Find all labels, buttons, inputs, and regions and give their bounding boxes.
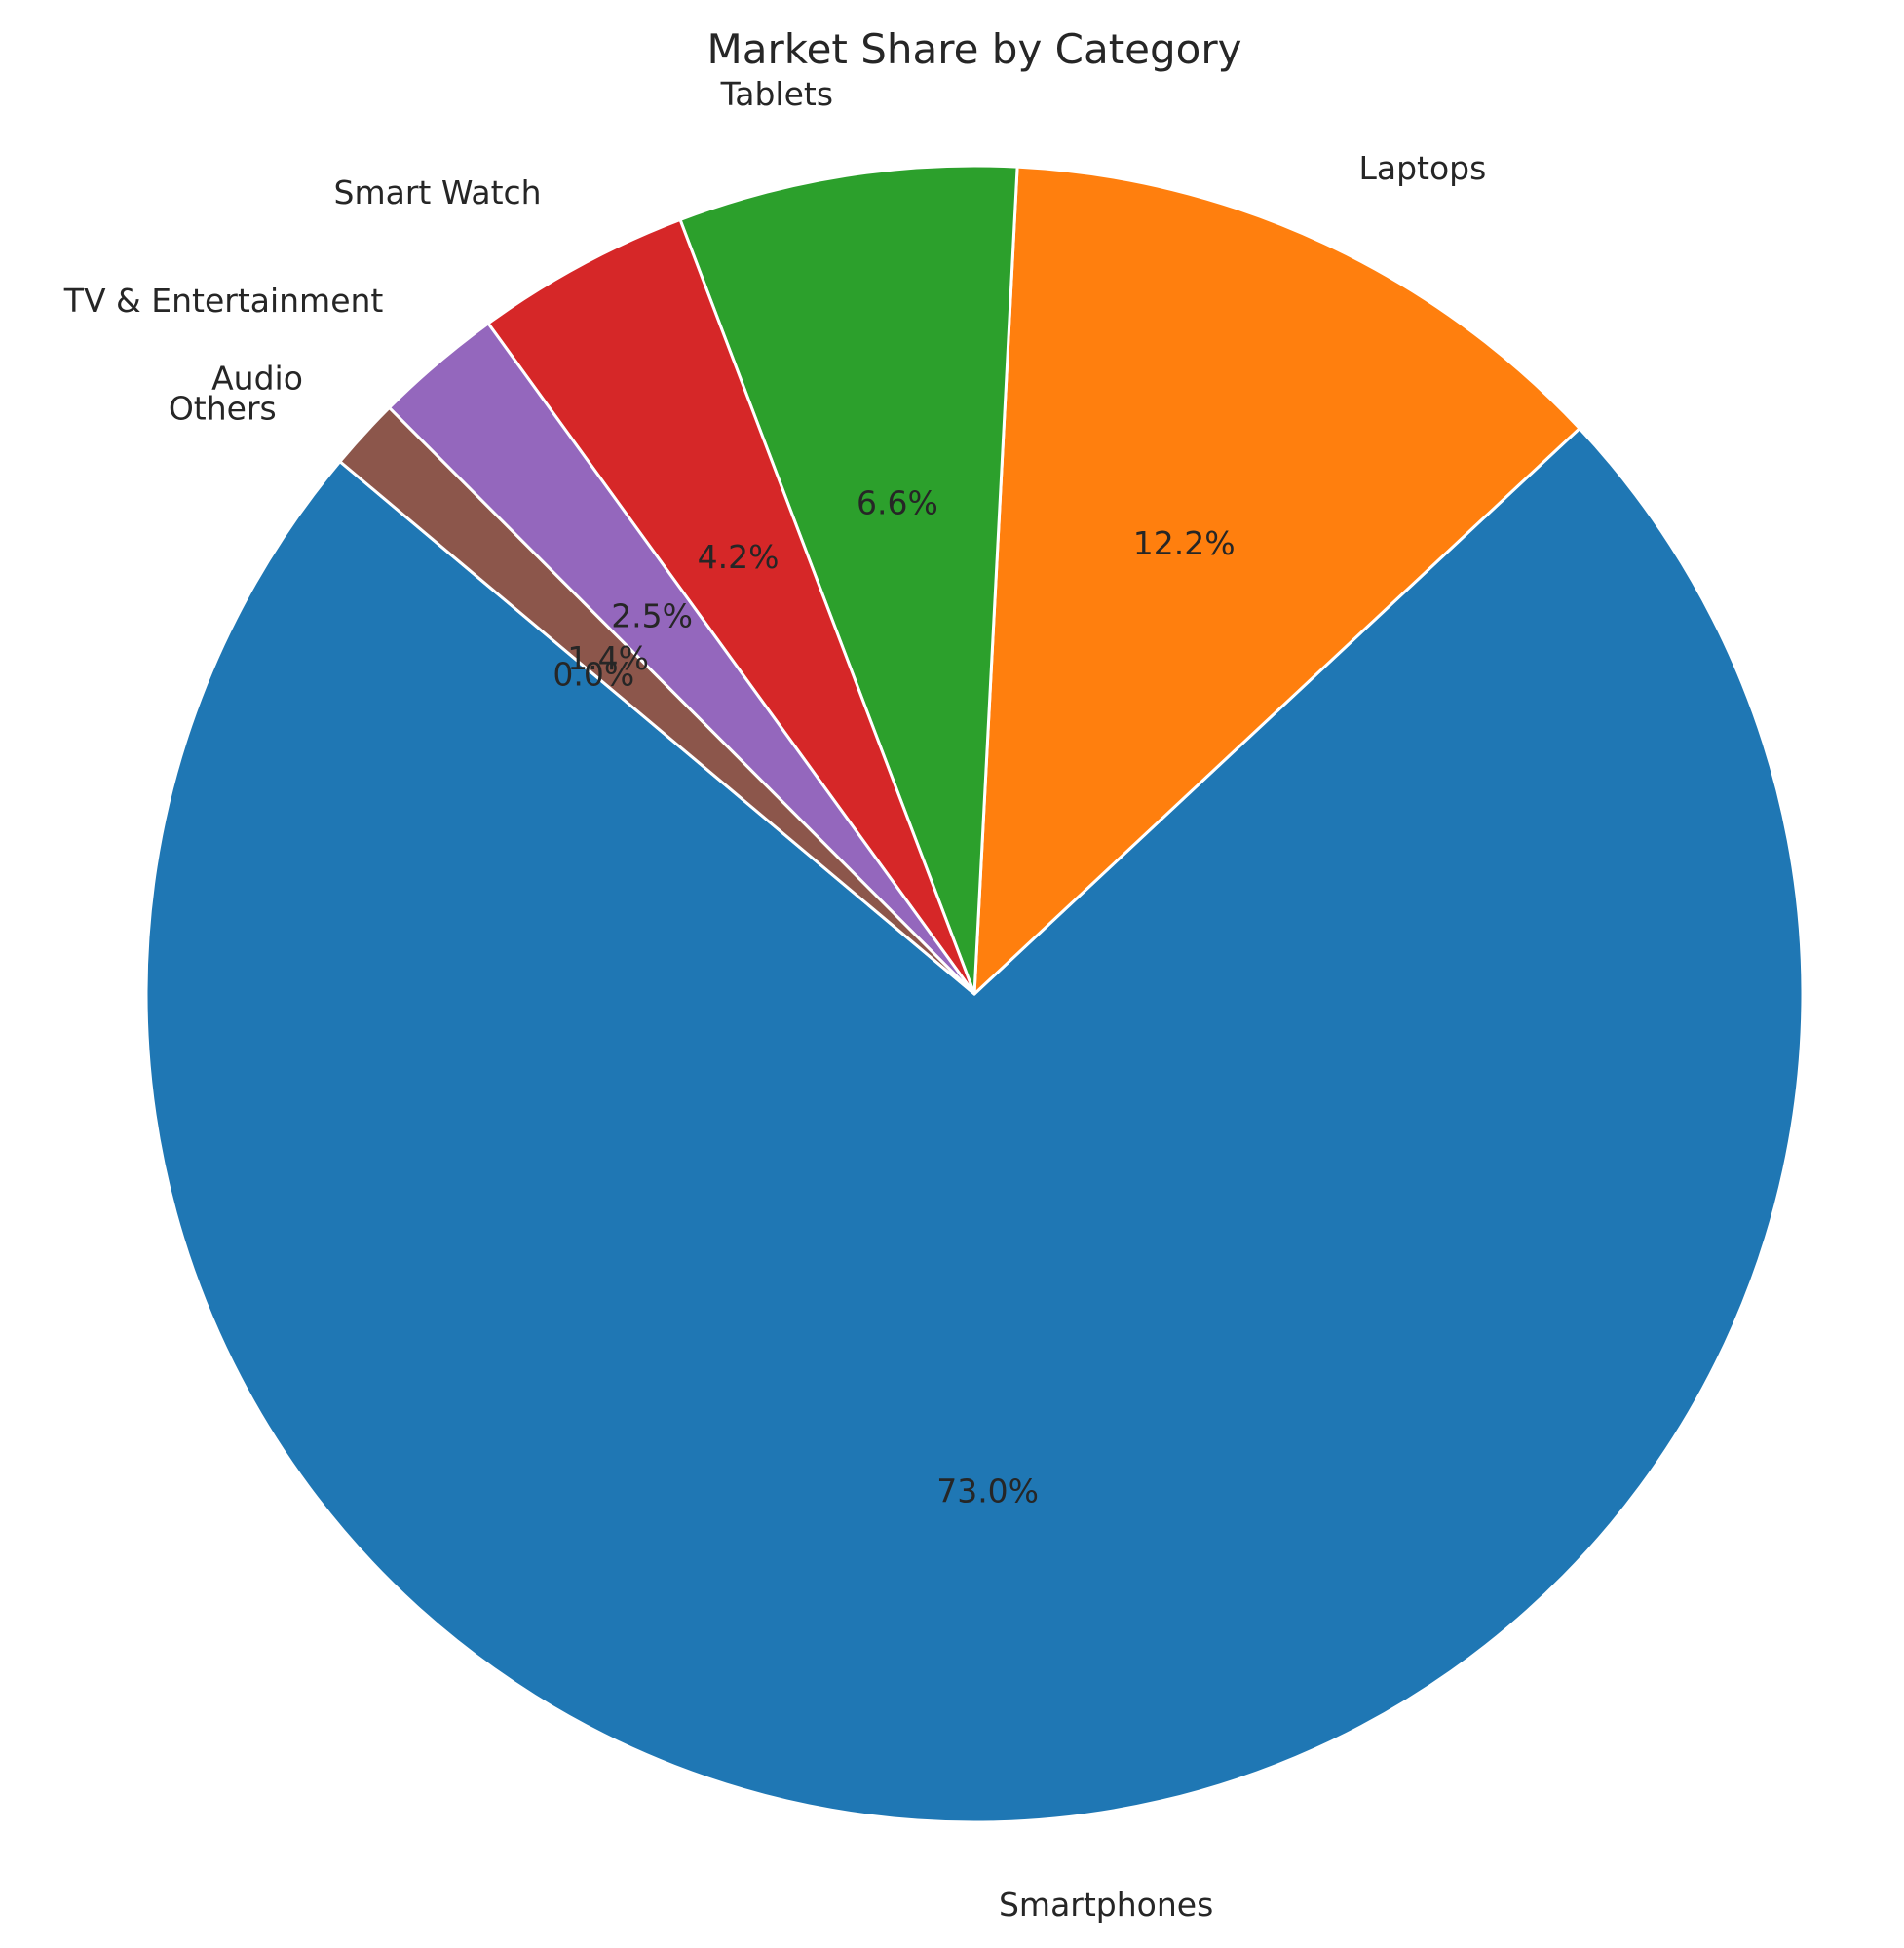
percent-label-others: 0.0% bbox=[552, 656, 634, 694]
category-label-audio: Audio bbox=[211, 360, 303, 398]
chart-title: Market Share by Category bbox=[707, 25, 1242, 73]
pie-slice-smart-watch bbox=[486, 217, 976, 996]
pie-slice-laptops bbox=[972, 165, 1581, 996]
percent-label-laptops: 12.2% bbox=[1133, 524, 1236, 562]
category-label-tablets: Tablets bbox=[720, 75, 833, 113]
category-labels: Smartphones Laptops Tablets Smart Watch TV &… bbox=[63, 75, 1487, 1924]
pie-slice-audio bbox=[338, 405, 976, 996]
percent-label-smart-watch: 4.2% bbox=[698, 538, 780, 576]
pie-slices bbox=[144, 164, 1805, 1824]
percentage-labels: 73.0% 12.2% 6.6% 4.2%2.5% 1.4%0.0% bbox=[552, 484, 1235, 1510]
percent-label-audio: 1.4% bbox=[567, 639, 649, 677]
percent-label-tablets: 6.6% bbox=[857, 484, 938, 522]
category-label-smart-watch: Smart Watch bbox=[334, 173, 542, 211]
category-label-tv-and-entertainment: TV & Entertainment bbox=[63, 282, 384, 320]
pie-slice-smartphones bbox=[144, 427, 1805, 1824]
percent-label-smartphones: 73.0% bbox=[936, 1471, 1039, 1509]
pie-slice-tablets bbox=[678, 164, 1019, 996]
category-label-laptops: Laptops bbox=[1358, 149, 1486, 187]
category-label-others: Others bbox=[169, 389, 277, 427]
category-label-smartphones: Smartphones bbox=[999, 1886, 1213, 1924]
percent-label-tv-and-entertainment: 2.5% bbox=[611, 596, 693, 634]
